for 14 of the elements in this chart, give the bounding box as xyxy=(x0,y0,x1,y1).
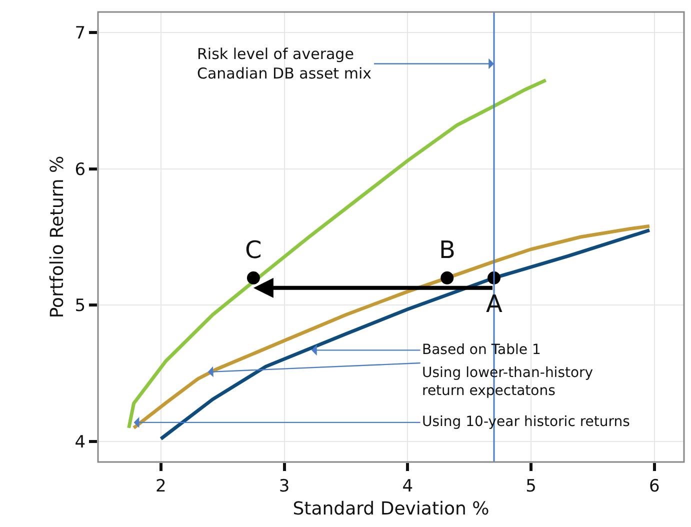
x-axis-title: Standard Deviation % xyxy=(292,498,490,520)
x-tick-label: 4 xyxy=(402,476,414,496)
x-tick-label: 5 xyxy=(526,476,536,496)
annotation: B xyxy=(439,236,456,264)
x-tick-label: 3 xyxy=(278,476,290,496)
y-tick-label: 4 xyxy=(74,432,86,452)
x-tick-label: 6 xyxy=(648,476,660,496)
ref-line-label: Risk level of average Canadian DB asset mix xyxy=(197,45,372,82)
y-tick-label: 6 xyxy=(74,160,86,180)
y-axis-title: Portfolio Return % xyxy=(46,156,68,318)
y-tick-label: 7 xyxy=(74,23,86,44)
y-tick-label: 5 xyxy=(74,296,86,316)
x-tick-label: 2 xyxy=(156,476,166,496)
annotation: C xyxy=(245,236,262,264)
